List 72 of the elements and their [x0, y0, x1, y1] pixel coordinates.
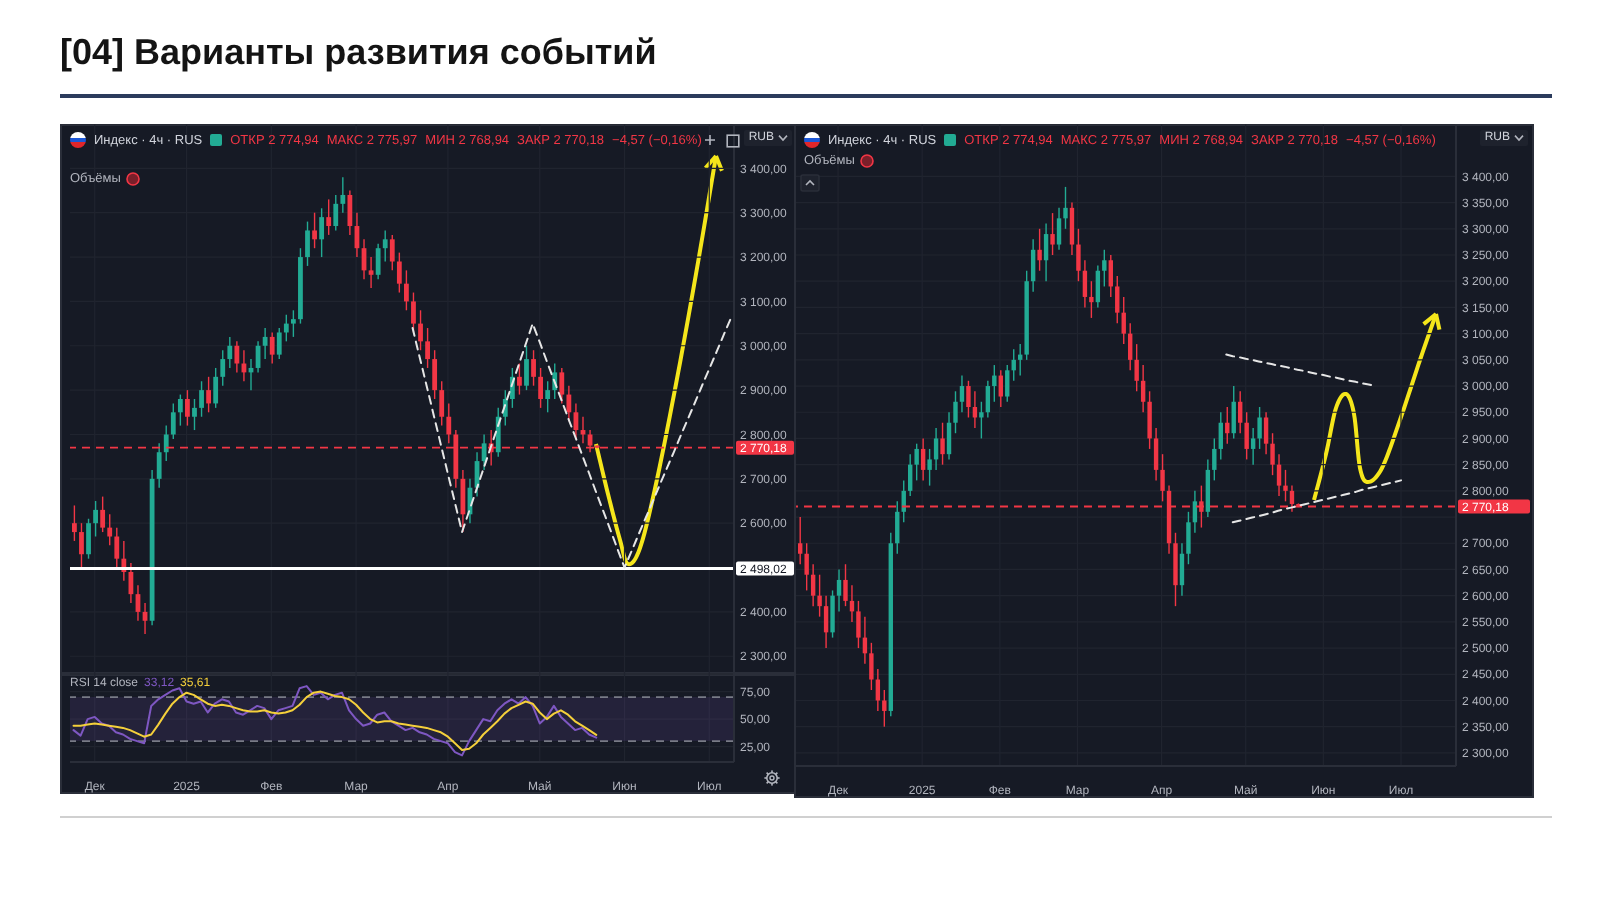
candlestick	[545, 380, 551, 414]
candlestick	[404, 269, 409, 311]
candlestick	[823, 594, 829, 649]
candlestick	[347, 189, 353, 236]
candlestick	[940, 422, 945, 466]
candlestick	[411, 291, 416, 334]
candlestick	[1050, 212, 1055, 256]
candlestick	[262, 327, 268, 360]
candlestick	[227, 336, 233, 369]
candlestick	[220, 349, 226, 387]
candlestick	[305, 220, 310, 267]
candlestick	[234, 340, 240, 374]
candlestick	[283, 314, 289, 343]
candlestick	[1115, 275, 1120, 324]
candlestick	[1231, 385, 1236, 440]
candlestick	[86, 518, 91, 560]
candlestick	[312, 212, 317, 249]
candlestick	[276, 327, 282, 360]
candlestick	[290, 309, 296, 338]
candlestick	[559, 367, 565, 405]
candlestick	[538, 367, 544, 409]
candlestick	[269, 331, 275, 365]
candlestick	[517, 362, 522, 396]
candlestick	[206, 376, 212, 414]
candlestick	[396, 251, 402, 294]
candlestick	[1108, 254, 1113, 298]
candlestick	[1005, 364, 1010, 403]
chart-title: [04] Варианты развития событий	[60, 32, 657, 74]
candlestick	[1289, 484, 1295, 513]
candlestick	[908, 453, 913, 497]
candlestick	[985, 380, 991, 419]
candlestick	[333, 194, 339, 232]
candlestick	[107, 513, 113, 547]
candlestick	[93, 500, 98, 538]
candlestick	[79, 522, 84, 569]
candlestick	[446, 402, 452, 445]
candlestick	[192, 398, 197, 431]
candlestick	[1043, 222, 1049, 282]
candlestick	[418, 309, 423, 351]
candlestick	[213, 367, 219, 409]
line-series	[411, 318, 732, 569]
candlestick	[933, 427, 939, 471]
line-series	[1231, 479, 1402, 524]
candlestick	[185, 389, 190, 427]
candlestick	[72, 504, 77, 542]
candlestick	[425, 327, 430, 369]
candlestick	[199, 380, 204, 418]
candlestick	[170, 402, 176, 440]
line-series	[1225, 353, 1377, 388]
candlestick	[1095, 264, 1101, 309]
candlestick	[389, 234, 395, 272]
candlestick	[326, 198, 332, 236]
candlestick	[375, 243, 381, 280]
candlestick	[100, 495, 106, 533]
candlestick	[382, 229, 388, 263]
candlestick	[439, 380, 445, 427]
candlestick	[319, 207, 325, 258]
candlestick	[920, 437, 926, 482]
candlestick	[432, 349, 438, 400]
candlestick	[368, 256, 374, 289]
candlestick	[163, 424, 169, 462]
candlestick	[1056, 207, 1062, 251]
candlestick	[1121, 296, 1126, 345]
candlestick	[998, 369, 1003, 408]
candlestick	[481, 433, 487, 471]
candlestick	[177, 393, 183, 427]
candlestick	[114, 526, 120, 569]
candlestick	[1037, 228, 1042, 272]
candlestick	[895, 500, 900, 555]
candlestick	[340, 176, 346, 214]
candlestick	[531, 349, 536, 387]
candlestick	[524, 345, 529, 391]
